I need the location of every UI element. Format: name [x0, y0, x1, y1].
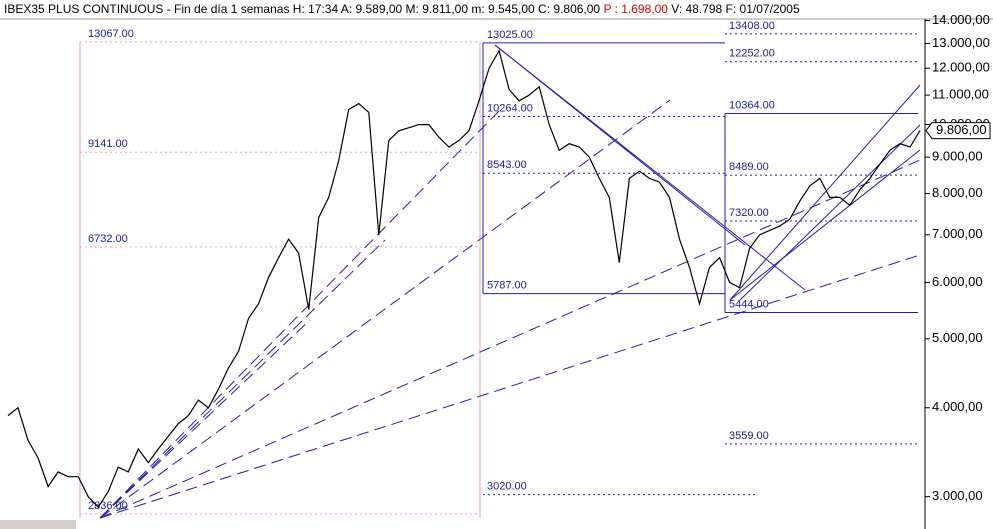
- price-tag-label: 9.806,00: [936, 122, 987, 137]
- level-label: 10264.00: [487, 102, 533, 114]
- price-tag: [925, 122, 991, 140]
- y-tick-label: 3.000,00: [932, 488, 983, 503]
- y-tick-label: 5.000,00: [932, 330, 983, 345]
- header: IBEX35 PLUS CONTINUOUS - Fin de día 1 se…: [4, 2, 800, 16]
- y-tick-label: 12.000,00: [932, 60, 990, 75]
- y-tick-label: 14.000,00: [932, 12, 990, 27]
- scrollbar: [0, 520, 76, 529]
- level-label: 8489.00: [729, 161, 769, 173]
- level-label: 3020.00: [487, 481, 527, 493]
- level-label: 3559.00: [729, 430, 769, 442]
- y-tick-label: 6.000,00: [932, 274, 983, 289]
- level-label: 12252.00: [729, 48, 775, 60]
- title: IBEX35 PLUS CONTINUOUS - Fin de día 1 se…: [4, 2, 600, 16]
- level-label: 5787.00: [487, 280, 527, 292]
- level-label: 7320.00: [729, 207, 769, 219]
- y-tick-label: 13.000,00: [932, 35, 990, 50]
- volume-date: V: 48.798 F: 01/07/2005: [671, 2, 800, 16]
- level-label: 2836.00: [88, 500, 128, 512]
- level-label: 10364.00: [729, 99, 775, 111]
- level-label: 6732.00: [88, 233, 128, 245]
- price-line: [7, 49, 921, 509]
- drawing-line: [99, 319, 311, 519]
- y-tick-label: 7.000,00: [932, 226, 983, 241]
- drawing-line: [729, 149, 921, 301]
- drawing-line: [99, 239, 386, 519]
- drawing-line: [99, 159, 921, 519]
- level-label: 5444.00: [729, 298, 769, 310]
- level-label: 13067.00: [88, 28, 134, 40]
- drawing-line: [739, 124, 921, 301]
- drawing-line: [494, 44, 746, 246]
- y-tick-label: 11.000,00: [932, 87, 989, 102]
- drawing-line: [99, 109, 501, 519]
- y-tick-label: 4.000,00: [932, 399, 983, 414]
- y-tick-label: 8.000,00: [932, 185, 983, 200]
- y-tick-label: 9.000,00: [932, 149, 983, 164]
- drawing-line: [729, 84, 921, 301]
- level-label: 8543.00: [487, 159, 527, 171]
- level-label: 13408.00: [729, 20, 775, 32]
- change: P : 1.698,00: [603, 2, 668, 16]
- drawing-line: [99, 99, 671, 519]
- level-label: 9141.00: [88, 138, 128, 150]
- level-label: 13025.00: [487, 29, 533, 41]
